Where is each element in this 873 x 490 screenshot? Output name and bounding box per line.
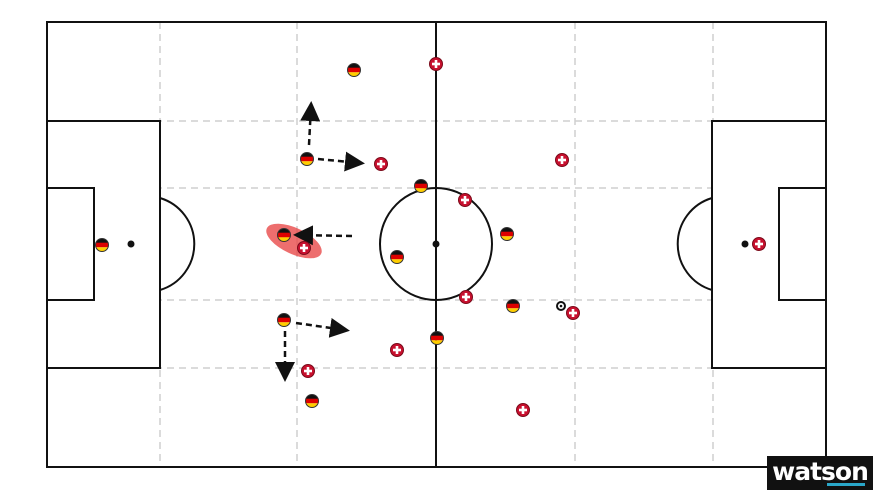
germany-player — [500, 227, 514, 241]
switzerland-player — [301, 364, 315, 378]
switzerland-player — [374, 157, 388, 171]
germany-player — [277, 228, 291, 242]
switzerland-player — [429, 57, 443, 71]
germany-flag-icon — [500, 227, 514, 241]
swiss-cross-icon — [390, 343, 404, 357]
movement-arrow — [295, 317, 350, 338]
germany-player — [430, 331, 444, 345]
germany-flag-icon — [277, 313, 291, 327]
germany-flag-icon — [390, 250, 404, 264]
swiss-cross-icon — [429, 57, 443, 71]
movement-arrows — [275, 101, 365, 382]
switzerland-player — [459, 290, 473, 304]
germany-flag-icon — [506, 299, 520, 313]
movement-arrow — [293, 225, 353, 246]
watson-logo: watson — [767, 456, 873, 490]
swiss-cross-icon — [516, 403, 530, 417]
germany-player — [305, 394, 319, 408]
highlight-zone — [266, 223, 322, 259]
switzerland-player — [566, 306, 580, 320]
germany-flag-icon — [95, 238, 109, 252]
germany-flag-icon — [300, 152, 314, 166]
germany-flag-icon — [347, 63, 361, 77]
germany-flag-icon — [414, 179, 428, 193]
ball — [556, 301, 566, 311]
movement-arrow — [300, 101, 321, 146]
swiss-cross-icon — [459, 290, 473, 304]
germany-player — [300, 152, 314, 166]
switzerland-player — [555, 153, 569, 167]
swiss-cross-icon — [458, 193, 472, 207]
germany-flag-icon — [430, 331, 444, 345]
pitch-lines — [46, 21, 827, 468]
swiss-cross-icon — [297, 241, 311, 255]
switzerland-player — [390, 343, 404, 357]
germany-flag-icon — [277, 228, 291, 242]
germany-player — [277, 313, 291, 327]
swiss-cross-icon — [566, 306, 580, 320]
switzerland-player — [458, 193, 472, 207]
germany-player — [414, 179, 428, 193]
germany-player — [95, 238, 109, 252]
germany-player — [506, 299, 520, 313]
pitch-spots — [127, 240, 749, 248]
swiss-cross-icon — [301, 364, 315, 378]
swiss-cross-icon — [752, 237, 766, 251]
switzerland-player — [297, 241, 311, 255]
logo-underline — [827, 483, 865, 486]
germany-flag-icon — [305, 394, 319, 408]
germany-player — [390, 250, 404, 264]
switzerland-player — [516, 403, 530, 417]
swiss-cross-icon — [555, 153, 569, 167]
movement-arrow — [317, 151, 365, 172]
swiss-cross-icon — [374, 157, 388, 171]
germany-player — [347, 63, 361, 77]
switzerland-player — [752, 237, 766, 251]
